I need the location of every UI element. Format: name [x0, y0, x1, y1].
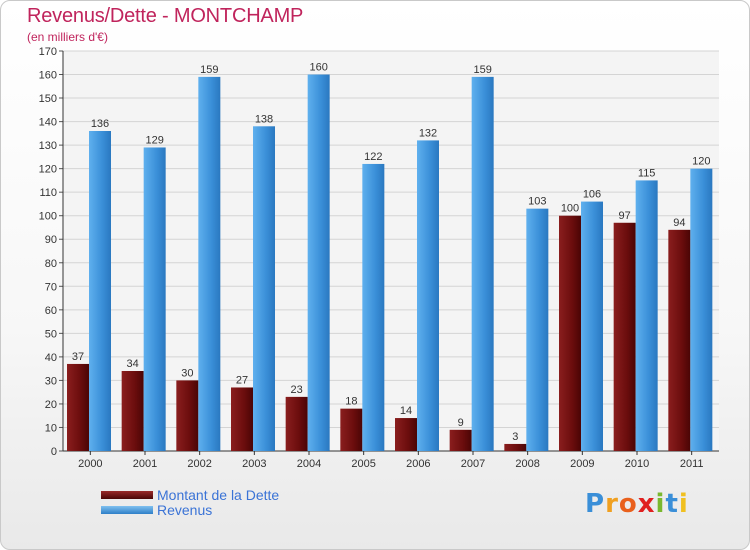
- legend-swatch-dette: [101, 490, 153, 499]
- data-label: 106: [583, 189, 601, 201]
- revenus-bar: [690, 168, 713, 451]
- y-tick-label: 110: [39, 187, 57, 199]
- y-tick-label: 70: [45, 281, 57, 293]
- dette-bar: [504, 443, 527, 451]
- data-label: 120: [692, 156, 710, 168]
- y-tick-label: 160: [39, 70, 57, 82]
- y-tick-label: 60: [45, 305, 57, 317]
- revenus-bar: [635, 180, 658, 452]
- x-tick-label: 2011: [680, 458, 704, 470]
- y-tick-label: 0: [51, 446, 57, 458]
- data-label: 27: [236, 374, 248, 386]
- data-label: 94: [673, 217, 685, 229]
- data-label: 160: [309, 62, 327, 74]
- x-tick-label: 2008: [515, 458, 539, 470]
- y-tick-label: 170: [39, 46, 57, 58]
- proxiti-logo: Proxiti: [585, 489, 689, 519]
- revenus-bar: [253, 126, 275, 451]
- x-tick-label: 2001: [133, 458, 157, 470]
- legend-swatch-revenus: [101, 505, 153, 514]
- data-label: 37: [72, 351, 84, 363]
- x-tick-label: 2010: [625, 458, 649, 470]
- y-tick-label: 100: [39, 211, 57, 223]
- data-label: 97: [619, 210, 631, 222]
- dette-bar: [67, 363, 89, 451]
- data-label: 100: [561, 203, 579, 215]
- x-tick-label: 2002: [187, 458, 211, 470]
- revenus-bar: [362, 163, 385, 452]
- data-label: 3: [512, 431, 518, 443]
- dette-bar: [121, 371, 144, 451]
- chart-title: Revenus/Dette - MONTCHAMP: [27, 5, 304, 27]
- data-label: 115: [638, 167, 656, 179]
- data-label: 129: [145, 134, 163, 146]
- y-tick-label: 30: [45, 375, 57, 387]
- data-label: 132: [419, 127, 437, 139]
- legend-item-dette: Montant de la Dette: [101, 486, 280, 503]
- data-label: 122: [364, 151, 382, 163]
- dette-bar: [231, 387, 253, 451]
- legend: Montant de la Dette Revenus: [101, 486, 280, 518]
- dette-bar: [395, 418, 417, 451]
- y-tick-label: 120: [39, 164, 57, 176]
- revenus-bar: [307, 74, 330, 451]
- revenus-bar: [417, 140, 439, 452]
- x-tick-label: 2005: [351, 458, 375, 470]
- data-label: 136: [91, 118, 109, 130]
- revenus-bar: [143, 147, 166, 451]
- x-tick-label: 2009: [570, 458, 594, 470]
- y-tick-label: 10: [45, 422, 57, 434]
- y-tick-label: 80: [45, 258, 57, 270]
- data-label: 34: [127, 358, 139, 370]
- revenus-bar: [198, 76, 221, 451]
- y-tick-label: 150: [39, 93, 57, 105]
- y-tick-label: 20: [45, 399, 57, 411]
- chart-subtitle: (en milliers d'€): [27, 30, 108, 44]
- x-tick-label: 2000: [78, 458, 102, 470]
- dette-bar: [176, 380, 199, 451]
- legend-label-revenus: Revenus: [157, 501, 213, 518]
- revenus-bar: [89, 131, 111, 451]
- revenus-bar: [581, 201, 603, 451]
- x-tick-label: 2003: [242, 458, 266, 470]
- dette-bar: [449, 429, 472, 451]
- x-tick-label: 2007: [461, 458, 485, 470]
- revenus-bar: [526, 208, 549, 451]
- legend-item-revenus: Revenus: [101, 501, 279, 518]
- data-label: 9: [458, 417, 464, 429]
- dette-bar: [340, 408, 363, 451]
- y-tick-label: 130: [39, 140, 57, 152]
- data-label: 18: [345, 396, 357, 408]
- data-label: 23: [291, 384, 303, 396]
- y-tick-label: 40: [45, 352, 57, 364]
- data-label: 159: [200, 64, 218, 76]
- data-label: 30: [181, 367, 193, 379]
- y-tick-label: 140: [39, 117, 57, 129]
- dette-bar: [613, 222, 636, 451]
- dette-bar: [668, 229, 691, 451]
- y-tick-label: 50: [45, 328, 57, 340]
- data-label: 103: [528, 196, 546, 208]
- dette-bar: [285, 396, 308, 451]
- x-tick-label: 2006: [406, 458, 430, 470]
- data-label: 159: [473, 64, 491, 76]
- dette-bar: [559, 215, 581, 451]
- data-label: 14: [400, 405, 412, 417]
- legend-label-dette: Montant de la Dette: [157, 486, 280, 503]
- data-label: 138: [255, 113, 273, 125]
- y-tick-label: 90: [45, 234, 57, 246]
- revenus-bar: [471, 76, 494, 451]
- x-tick-label: 2004: [297, 458, 321, 470]
- plot-area: [63, 51, 719, 451]
